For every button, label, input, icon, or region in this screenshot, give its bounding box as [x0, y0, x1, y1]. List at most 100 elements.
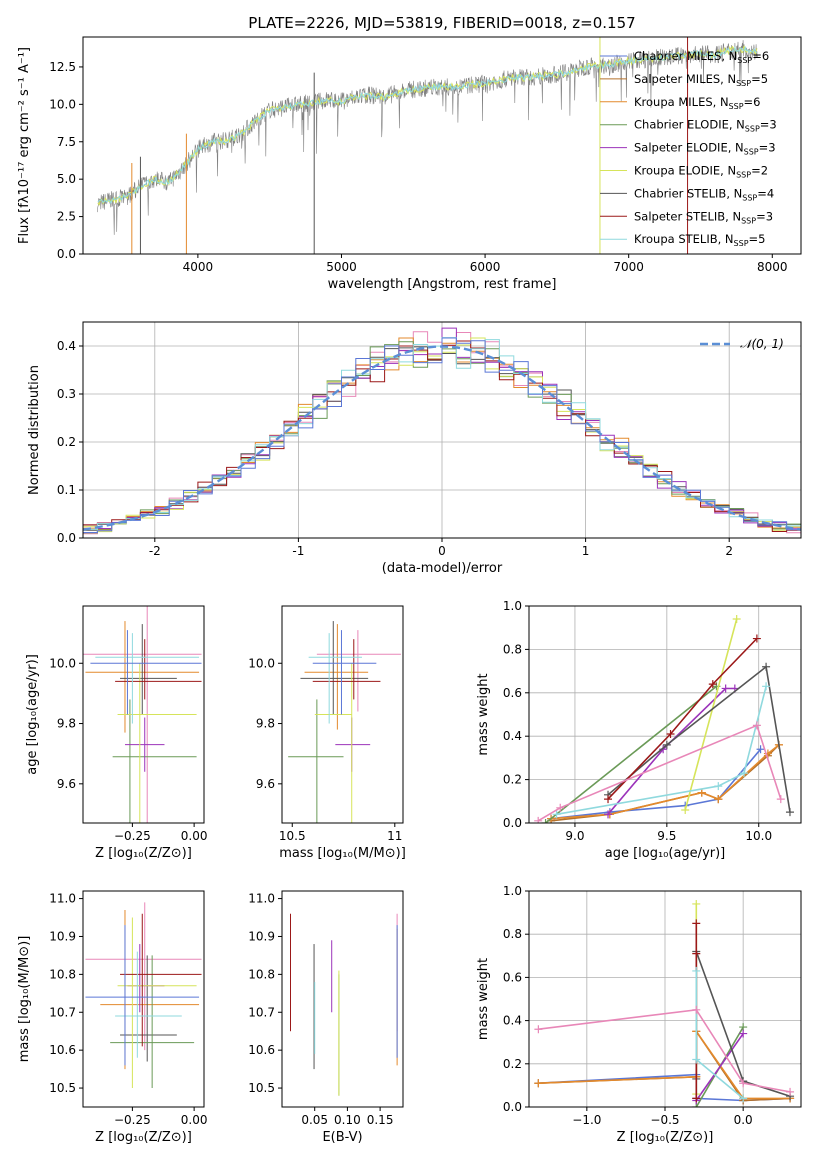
x-tick-label: 9.5 [657, 829, 676, 843]
y-tick-label: 10.8 [248, 967, 275, 981]
weight-point [714, 782, 723, 791]
y-tick-label: 0.2 [503, 1057, 522, 1071]
panel-spectrum: 4000 5000 6000 7000 8000 0.0 2.5 5.0 7.5 10.0 12.5… [17, 14, 802, 292]
weight-point [692, 1055, 701, 1064]
y-tick-label: 9.8 [256, 717, 275, 731]
legend-n: =2 [751, 164, 768, 178]
legend-entry: Salpeter MILES, NSSP=5 [634, 72, 768, 88]
x-tick-label: -2 [149, 544, 161, 558]
axes-frame [281, 605, 404, 824]
weight-point [708, 680, 717, 689]
x-axis-label: Z [log₁₀(Z/Z⊙)] [617, 1130, 714, 1145]
y-tick-label: 0.1 [57, 483, 76, 497]
weight-point [752, 721, 761, 730]
y-tick-label: 11.0 [248, 892, 275, 906]
panel-mass-vs-EBV: 0.05 0.10 0.15 10.5 10.6 10.7 10.8 10.9 11.0 E(B-… [248, 890, 404, 1145]
weight-point [534, 1079, 543, 1088]
plot-area [83, 606, 202, 823]
legend-sub: SSP [737, 56, 752, 65]
y-tick-label: 7.5 [57, 135, 76, 149]
y-tick-label: 12.5 [49, 60, 76, 74]
y-tick-label: 0.6 [503, 970, 522, 984]
legend-n: =3 [756, 209, 773, 223]
y-axis-label: Flux [fλ10⁻¹⁷ erg cm⁻² s⁻¹ A⁻¹] [17, 47, 32, 244]
axes-frame [82, 36, 802, 255]
y-axis-label: mass [log₁₀(M/M⊙)] [17, 936, 32, 1063]
y-tick-label: 0.2 [57, 435, 76, 449]
x-tick-label: 10.5 [279, 829, 306, 843]
legend-sub: SSP [734, 239, 749, 248]
y-tick-label: 9.6 [256, 777, 275, 791]
weight-point [604, 810, 613, 819]
y-axis-label: mass weight [476, 958, 491, 1040]
legend-sub: SSP [736, 171, 751, 180]
legend-entry: Kroupa ELODIE, NSSP=2 [634, 164, 768, 180]
legend-n: =3 [759, 141, 776, 155]
y-tick-label: 0.0 [57, 531, 76, 545]
y-tick-label: 0.0 [503, 1100, 522, 1114]
y-tick-label: 10.6 [248, 1043, 275, 1057]
y-tick-label: 0.2 [503, 773, 522, 787]
x-tick-label: -1 [292, 544, 304, 558]
legend-n: =5 [749, 232, 766, 246]
legend-sub: SSP [729, 102, 744, 111]
weight-point [740, 769, 749, 778]
weight-point [692, 899, 701, 908]
legend-n: =6 [752, 49, 769, 63]
y-tick-label: 0.4 [503, 1014, 522, 1028]
plot-area [288, 621, 401, 823]
legend-sub: SSP [742, 193, 757, 202]
y-tick-label: 10.6 [49, 1043, 76, 1057]
plot-area [534, 615, 794, 823]
weight-series [684, 618, 738, 811]
weight-series [538, 1008, 791, 1093]
weight-point [692, 966, 701, 975]
y-axis-label: Normed distribution [27, 365, 42, 495]
legend-label: Chabrier MILES, N [634, 49, 737, 63]
y-tick-label: 9.8 [57, 717, 76, 731]
weight-point [721, 684, 730, 693]
weight-series [607, 665, 791, 813]
legend-entry: Salpeter STELIB, NSSP=3 [634, 209, 773, 225]
x-axis-label: mass [log₁₀(M/M⊙)] [279, 846, 406, 861]
weight-point [739, 1094, 748, 1103]
weight-point [762, 662, 771, 671]
legend-entry: Kroupa MILES, NSSP=6 [634, 95, 760, 111]
x-tick-label: 0.10 [334, 1113, 361, 1127]
weight-series [538, 1028, 791, 1102]
legend-n: =4 [757, 186, 774, 200]
x-tick-label: 0.0 [734, 1113, 753, 1127]
y-tick-label: 10.7 [49, 1005, 76, 1019]
x-axis-label: Z [log₁₀(Z/Z⊙)] [95, 1130, 192, 1145]
weight-point [692, 919, 701, 928]
legend-label: Chabrier ELODIE, N [634, 118, 745, 132]
weight-series [695, 970, 744, 1100]
legend-entry: Chabrier MILES, NSSP=6 [634, 49, 769, 65]
y-tick-label: 1.0 [503, 599, 522, 613]
panel-mass-vs-Z: −0.25 0.00 10.5 10.6 10.7 10.8 10.9 11.0 Z [log₁… [17, 890, 207, 1145]
y-tick-label: 10.0 [49, 97, 76, 111]
weight-point [692, 1005, 701, 1014]
weight-series [551, 744, 780, 820]
legend-n: =6 [744, 95, 761, 109]
axes-frame [281, 890, 404, 1108]
weight-point [552, 810, 561, 819]
x-tick-label: 10.0 [745, 829, 772, 843]
x-axis-label: wavelength [Angstrom, rest frame] [328, 277, 557, 292]
y-axis-label: mass weight [476, 673, 491, 755]
legend-sub: SSP [744, 148, 759, 157]
weight-series [556, 686, 767, 816]
y-tick-label: 10.9 [248, 929, 275, 943]
legend-sub: SSP [741, 216, 756, 225]
x-tick-label: 0.15 [367, 1113, 394, 1127]
y-tick-label: 10.8 [49, 967, 76, 981]
legend-entry: 𝒩(0, 1) [740, 337, 784, 351]
plot-area [83, 327, 801, 535]
y-tick-label: 1.0 [503, 884, 522, 898]
y-tick-label: 10.5 [49, 1081, 76, 1095]
plot-area [85, 902, 202, 1089]
y-tick-label: 0.4 [57, 339, 76, 353]
legend-entry: Salpeter ELODIE, NSSP=3 [634, 141, 776, 157]
x-tick-label: 4000 [183, 260, 214, 274]
